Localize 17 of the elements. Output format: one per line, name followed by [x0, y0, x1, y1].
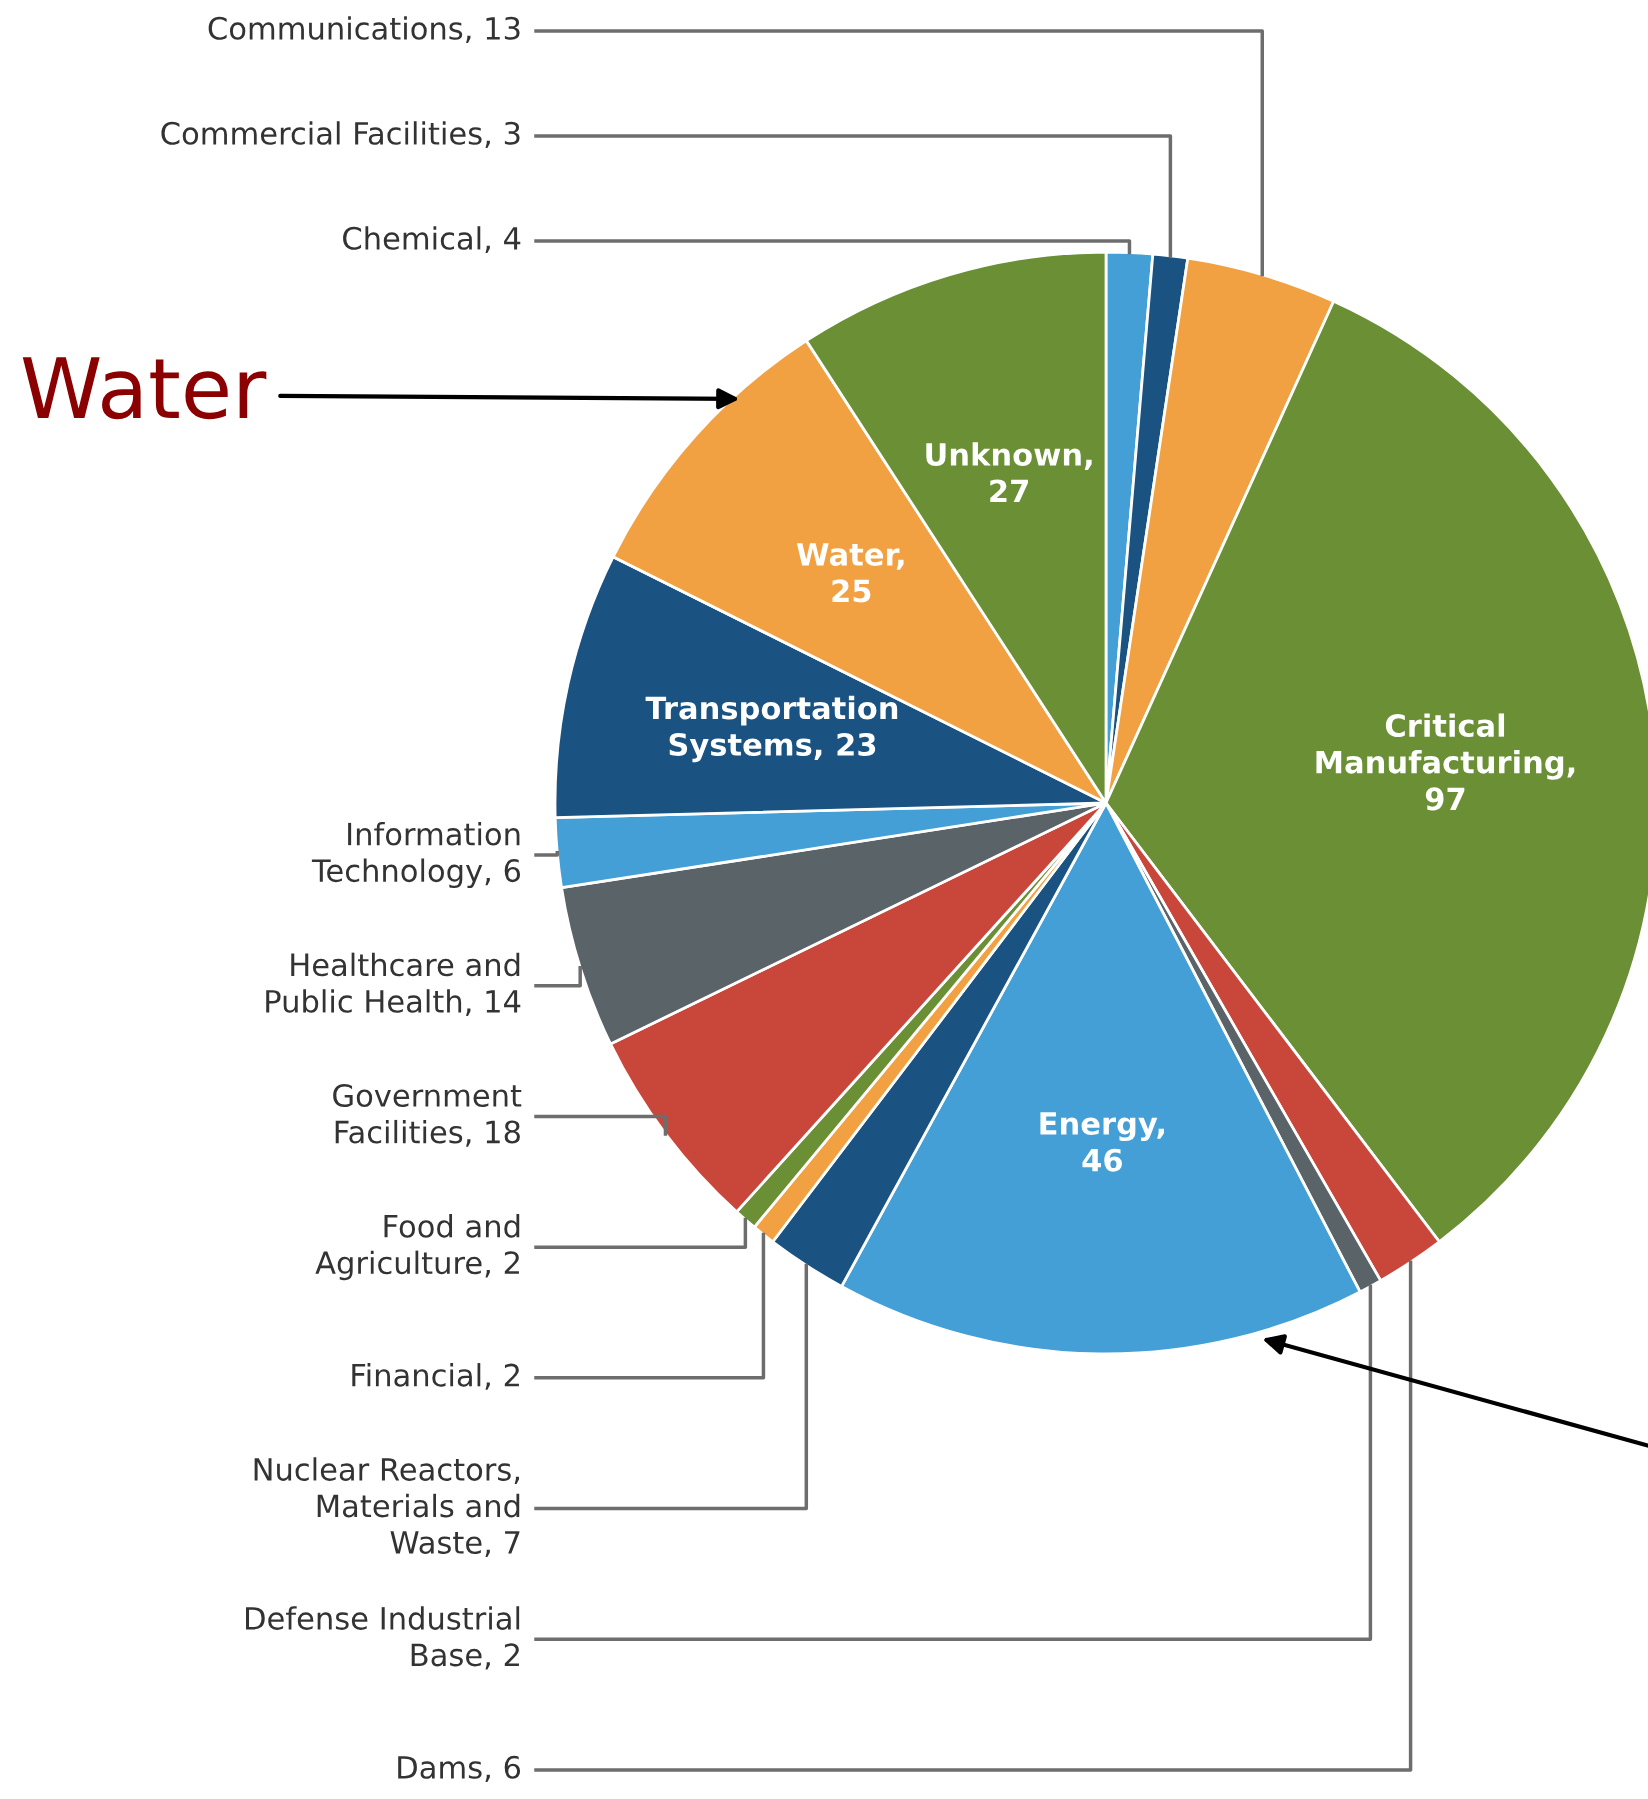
slice-label: Government Facilities, 18 [333, 1083, 522, 1147]
text: Water [22, 357, 267, 420]
slice-label: Defense Industrial Base, 2 [246, 1606, 520, 1670]
slice-label: Chemical, 4 [343, 226, 521, 253]
slice-label: Healthcare and Public Health, 14 [266, 952, 521, 1016]
slice-label: Transportation Systems, 23 [645, 695, 898, 763]
slice-label: Unknown, 27 [926, 442, 1092, 503]
slice-label: Energy, 46 [1040, 1112, 1164, 1172]
slice-label: Commercial Facilities, 3 [161, 121, 520, 148]
slice-label: Food and Agriculture, 2 [315, 1214, 520, 1281]
slice-label: Financial, 2 [352, 1363, 519, 1390]
slice-label: Communications, 13 [208, 16, 520, 43]
slice-label: Water, 25 [796, 543, 904, 603]
slice-label: Nuclear Reactors, Materials and Waste, 7 [254, 1457, 520, 1558]
slice-label: Information Technology, 6 [311, 821, 521, 889]
slice-label: Dams, 6 [398, 1755, 521, 1782]
slice-label: Critical Manufacturing, 97 [1316, 713, 1575, 811]
